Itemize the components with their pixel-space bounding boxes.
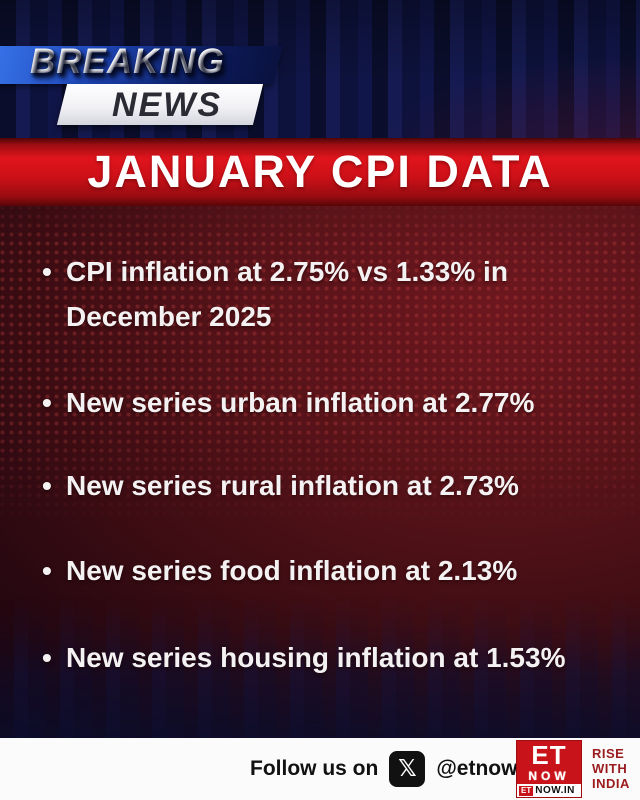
- news-label: NEWS: [112, 86, 222, 124]
- etnow-logo: ET NOW ET NOW.IN: [516, 740, 582, 798]
- bullet-text: New series housing inflation at 1.53%: [66, 642, 566, 673]
- etnow-logo-et: ET: [531, 740, 567, 770]
- bullet-text: New series food inflation at 2.13%: [66, 555, 518, 586]
- tagline-line: RISE: [592, 746, 625, 761]
- footer-bar: Follow us on 𝕏 @etnowlive ET NOW ET NOW.…: [0, 738, 640, 800]
- bullet-dot-icon: •: [42, 256, 52, 287]
- etnow-url-strip: ET NOW.IN: [517, 784, 581, 797]
- follow-us-label: Follow us on: [250, 757, 379, 780]
- rise-with-india-tagline: RISE WITH INDIA: [592, 746, 630, 791]
- x-twitter-icon[interactable]: 𝕏: [389, 751, 426, 787]
- tagline-line: WITH: [592, 761, 628, 776]
- bullet-dot-icon: •: [42, 555, 52, 586]
- x-glyph: 𝕏: [398, 755, 417, 782]
- bullet-food-inflation: • New series food inflation at 2.13%: [42, 548, 620, 593]
- bullet-dot-icon: •: [42, 387, 52, 418]
- bullet-dot-icon: •: [42, 642, 52, 673]
- bullet-urban-inflation: • New series urban inflation at 2.77%: [42, 380, 620, 425]
- bullet-dot-icon: •: [42, 470, 52, 501]
- headline-bar: JANUARY CPI DATA: [0, 138, 640, 206]
- bullet-text: New series urban inflation at 2.77%: [66, 387, 535, 418]
- bullet-rural-inflation: • New series rural inflation at 2.73%: [42, 463, 620, 508]
- breaking-label: BREAKING: [30, 42, 260, 82]
- etnow-url-chip: ET: [519, 785, 534, 796]
- bottom-curtain-background: [0, 596, 640, 738]
- headline-title: JANUARY CPI DATA: [87, 146, 553, 197]
- bullet-text: CPI inflation at 2.75% vs 1.33% in Decem…: [66, 256, 508, 332]
- bullet-text: New series rural inflation at 2.73%: [66, 470, 519, 501]
- etnow-logo-now: NOW: [528, 769, 570, 783]
- etnow-url-text: NOW.IN: [535, 785, 575, 796]
- halftone-dots-overlay: [0, 196, 640, 526]
- bullet-housing-inflation: • New series housing inflation at 1.53%: [42, 635, 620, 680]
- bullet-cpi-inflation: • CPI inflation at 2.75% vs 1.33% in Dec…: [42, 249, 620, 339]
- tagline-line: INDIA: [592, 776, 630, 791]
- follow-group: Follow us on 𝕏 @etnowlive: [250, 738, 553, 800]
